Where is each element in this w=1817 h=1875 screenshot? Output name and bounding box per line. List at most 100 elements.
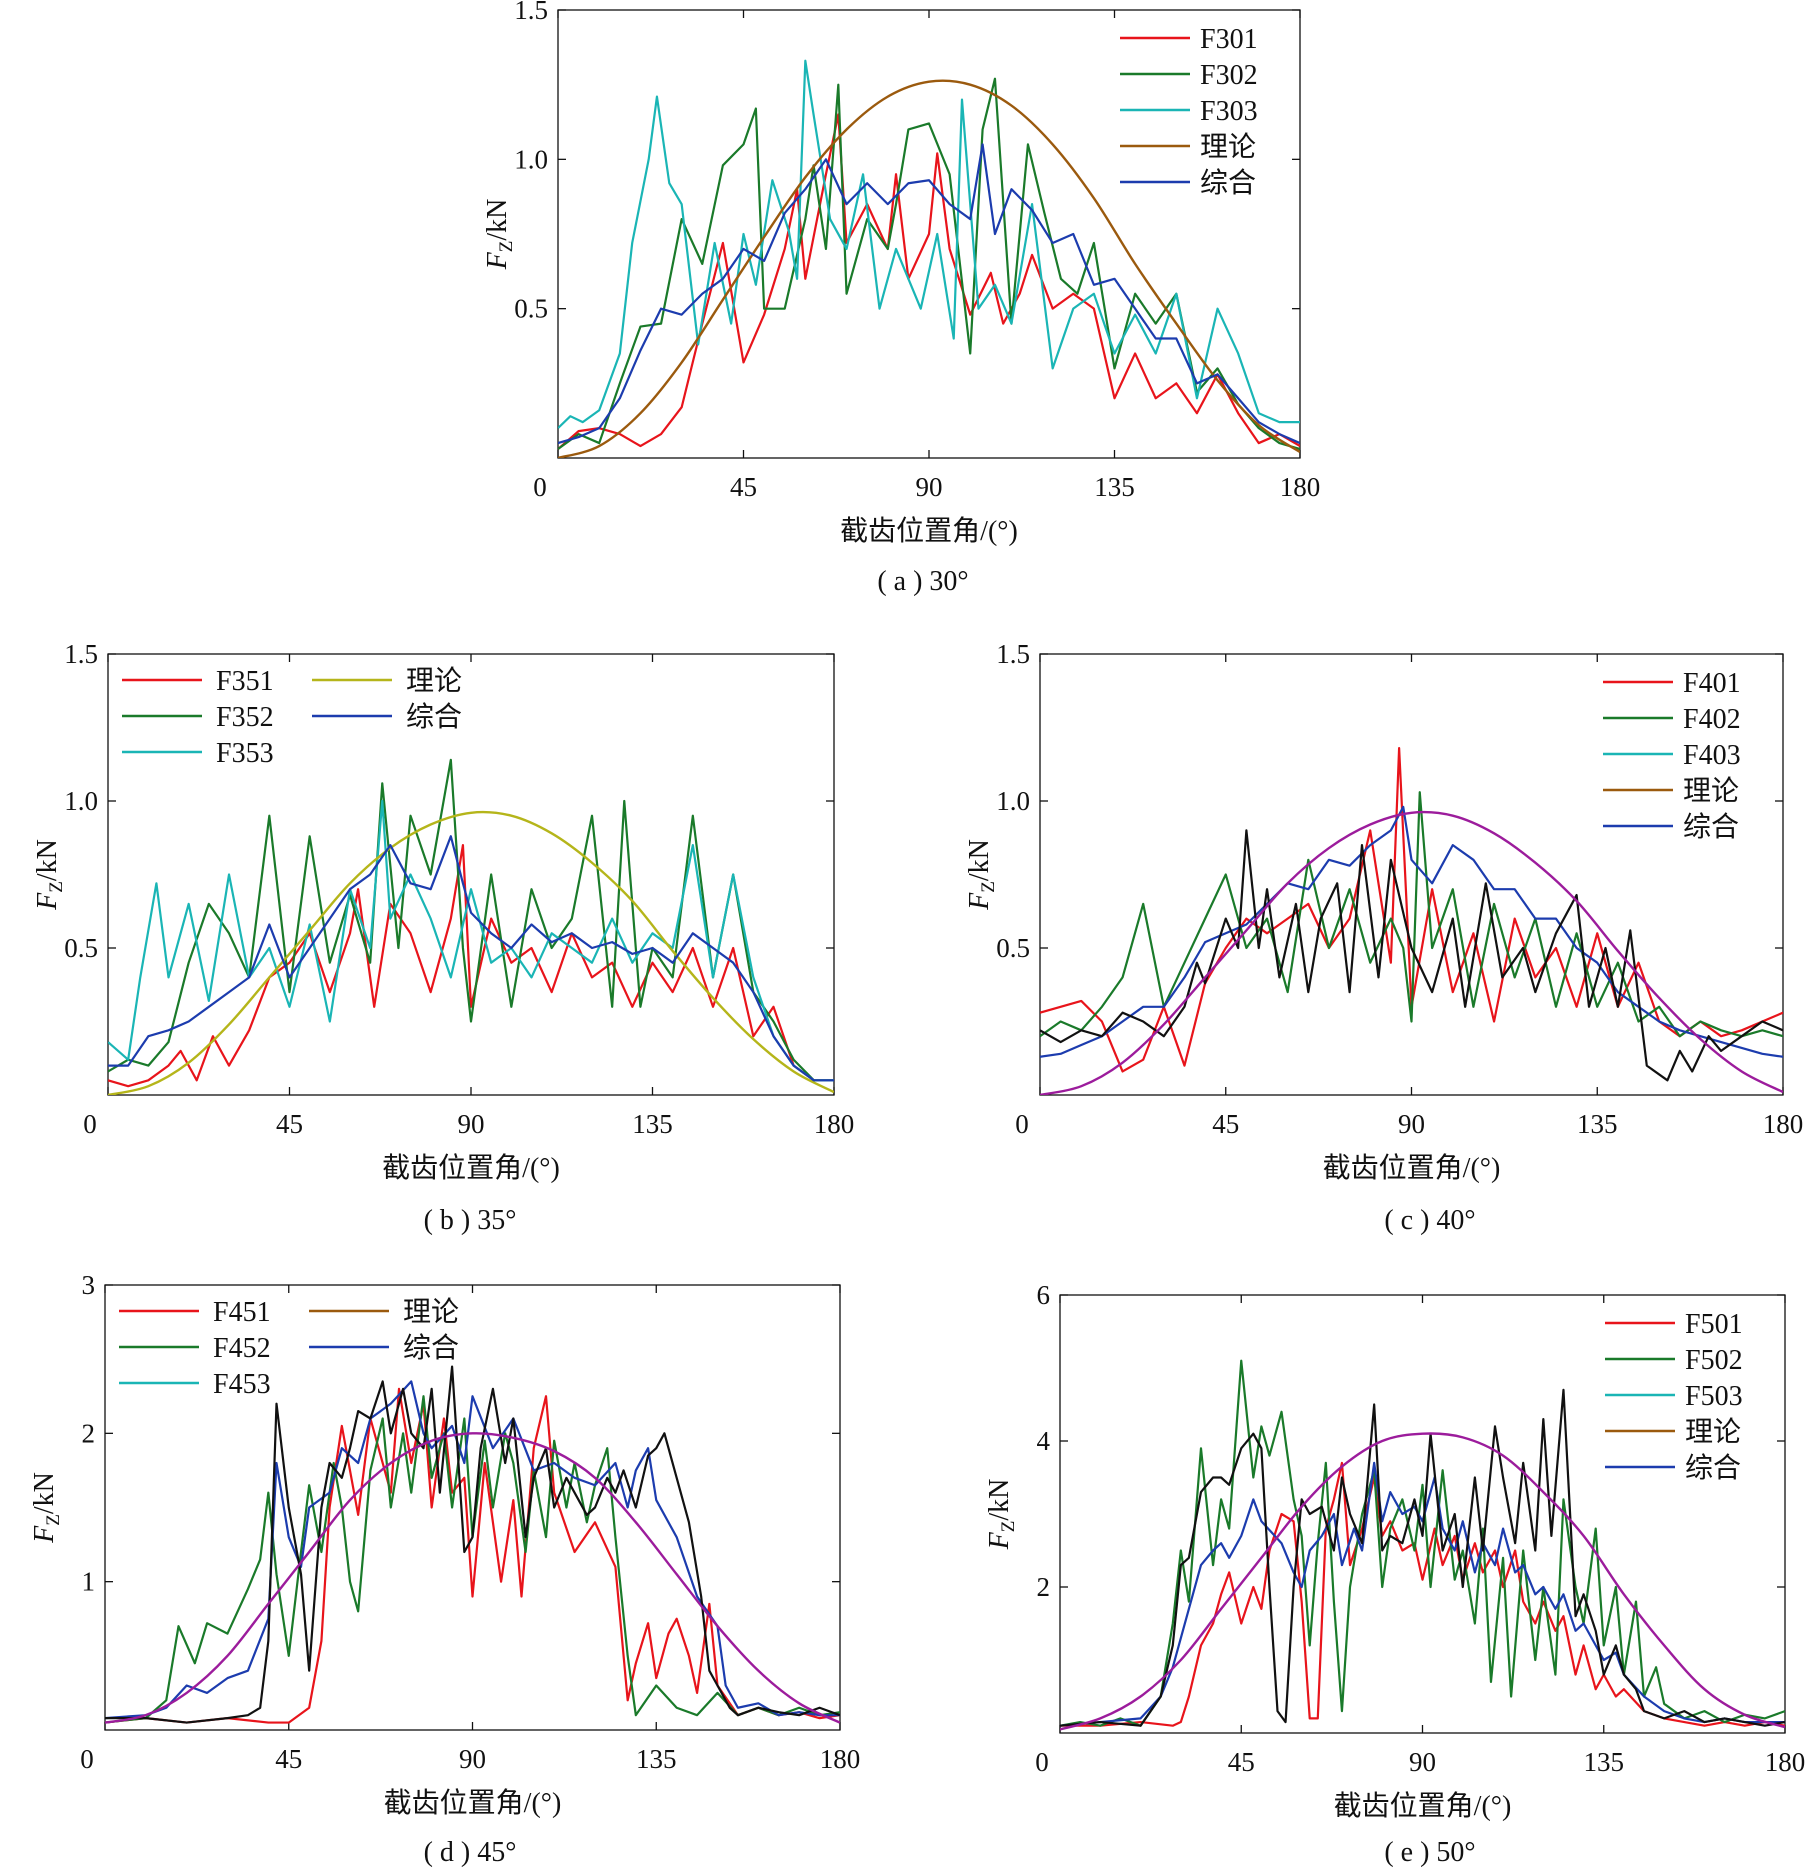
y-axis-title-e: FZ/kN [984,1479,1019,1551]
x-axis-title-d: 截齿位置角/(°) [384,1787,562,1819]
x-tick-label-a: 180 [1280,472,1321,502]
y-tick-label-d: 2 [82,1418,96,1448]
series-line-c-4 [1040,805,1783,1058]
series-line-c-0 [1040,746,1783,1073]
chart-c: 0 45 90 135 180 0.5 1.0 1.5 截齿位置角/(°) FZ/kN F401 F4… [964,639,1803,1184]
chart-b: 0 45 90 135 180 0.5 1.0 1.5 截齿位置角/(°) FZ/kN F351 F3… [32,639,854,1184]
series-group-c [1040,746,1783,1095]
y-axis-title-d: FZ/kN [29,1472,64,1544]
legend-label-d: F452 [213,1333,271,1364]
plot-frame-c [1039,653,1784,1096]
legend-label-a: F303 [1200,96,1258,127]
chart-e: 0 45 90 135 180 2 4 6 截齿位置角/(°) FZ/kN F501 F502 F503… [984,1280,1805,1822]
x-tick-label-d: 0 [80,1744,94,1774]
caption-c: ( c ) 40° [1384,1205,1476,1236]
legend-label-a: F301 [1200,24,1258,55]
series-line-c-5 [1040,829,1783,1082]
legend-label-b: 综合 [406,701,462,733]
y-tick-label-e: 4 [1037,1426,1051,1456]
plot-frame-e [1059,1294,1786,1734]
series-line-c-6 [1040,810,1783,1095]
x-tick-label-c: 90 [1398,1109,1425,1139]
series-line-e-0 [1060,1461,1785,1727]
x-tick-label-c: 45 [1212,1109,1239,1139]
x-tick-label-e: 180 [1765,1747,1806,1777]
legend-label-b: F351 [216,666,274,697]
legend-label-e: 综合 [1685,1452,1741,1484]
y-tick-label-e: 6 [1037,1280,1051,1310]
series-line-a-1 [558,77,1300,451]
series-line-d-5 [105,1365,840,1724]
series-line-e-1 [1060,1359,1785,1727]
x-tick-label-d: 90 [459,1744,486,1774]
x-tick-label-a: 45 [730,472,757,502]
legend-label-a: F302 [1200,60,1258,91]
legend-label-c: F403 [1683,740,1741,771]
x-tick-label-d: 45 [275,1744,302,1774]
x-tick-label-b: 135 [632,1109,673,1139]
y-tick-label-d: 3 [82,1270,96,1300]
y-tick-label-b: 1.5 [64,639,98,669]
series-group-d [105,1365,840,1724]
x-axis-title-c: 截齿位置角/(°) [1323,1152,1501,1184]
series-line-a-4 [558,143,1300,445]
chart-a: 0 45 90 135 180 0.5 1.0 1.5 截齿位置角/(°) FZ/kN F301 F3… [482,0,1320,547]
y-tick-label-c: 1.5 [996,639,1030,669]
series-line-c-1 [1040,791,1783,1038]
x-tick-label-a: 0 [533,472,547,502]
legend-label-a: 综合 [1200,167,1256,199]
y-tick-label-b: 0.5 [64,933,98,963]
legend-label-d: F451 [213,1297,271,1328]
y-axis-title-c: FZ/kN [964,839,999,911]
x-tick-label-d: 135 [636,1744,677,1774]
x-tick-label-b: 90 [458,1109,485,1139]
y-tick-label-e: 2 [1037,1572,1051,1602]
series-line-b-1 [108,758,834,1082]
x-tick-label-c: 0 [1015,1109,1029,1139]
legend-label-c: F402 [1683,704,1741,735]
series-line-e-5 [1060,1388,1785,1727]
x-tick-label-e: 0 [1035,1747,1049,1777]
legend-label-d: 理论 [403,1296,459,1328]
series-line-d-6 [105,1432,840,1724]
y-tick-label-c: 1.0 [996,786,1030,816]
series-line-d-0 [105,1387,840,1724]
legend-label-b: 理论 [406,665,462,697]
legend-label-e: F501 [1685,1309,1743,1340]
x-axis-title-b: 截齿位置角/(°) [382,1152,560,1184]
series-line-e-4 [1060,1461,1785,1727]
legend-label-e: F502 [1685,1345,1743,1376]
x-axis-title-a: 截齿位置角/(°) [840,515,1018,547]
y-tick-label-a: 0.5 [514,294,548,324]
y-tick-label-a: 1.0 [514,144,548,174]
series-line-b-3 [108,810,834,1095]
caption-e: ( e ) 50° [1384,1837,1476,1868]
legend-label-c: F401 [1683,668,1741,699]
series-group-b [108,758,834,1095]
series-line-b-0 [108,844,834,1088]
x-tick-label-e: 90 [1409,1747,1436,1777]
y-axis-title-b: FZ/kN [32,839,67,911]
caption-b: ( b ) 35° [423,1205,517,1236]
series-line-a-3 [558,79,1300,458]
series-line-b-4 [108,835,834,1082]
x-axis-title-e: 截齿位置角/(°) [1334,1790,1512,1822]
caption-d: ( d ) 45° [423,1837,517,1868]
legend-label-c: 综合 [1683,811,1739,843]
x-tick-label-e: 135 [1584,1747,1625,1777]
legend-label-e: 理论 [1685,1416,1741,1448]
legend-label-b: F353 [216,738,274,769]
chart-a-root: 0 45 90 135 180 0.5 1.0 1.5 截齿位置角/(°) FZ/kN F301 F3… [29,0,1805,1822]
y-tick-label-a: 1.5 [514,0,548,25]
series-line-b-2 [108,799,834,1082]
x-tick-label-c: 135 [1577,1109,1618,1139]
legend-label-d: 综合 [403,1332,459,1364]
legend-label-a: 理论 [1200,131,1256,163]
x-tick-label-a: 135 [1094,472,1135,502]
y-tick-label-c: 0.5 [996,933,1030,963]
x-tick-label-a: 90 [916,472,943,502]
x-tick-label-e: 45 [1228,1747,1255,1777]
x-tick-label-c: 180 [1763,1109,1804,1139]
series-line-e-6 [1060,1432,1785,1731]
